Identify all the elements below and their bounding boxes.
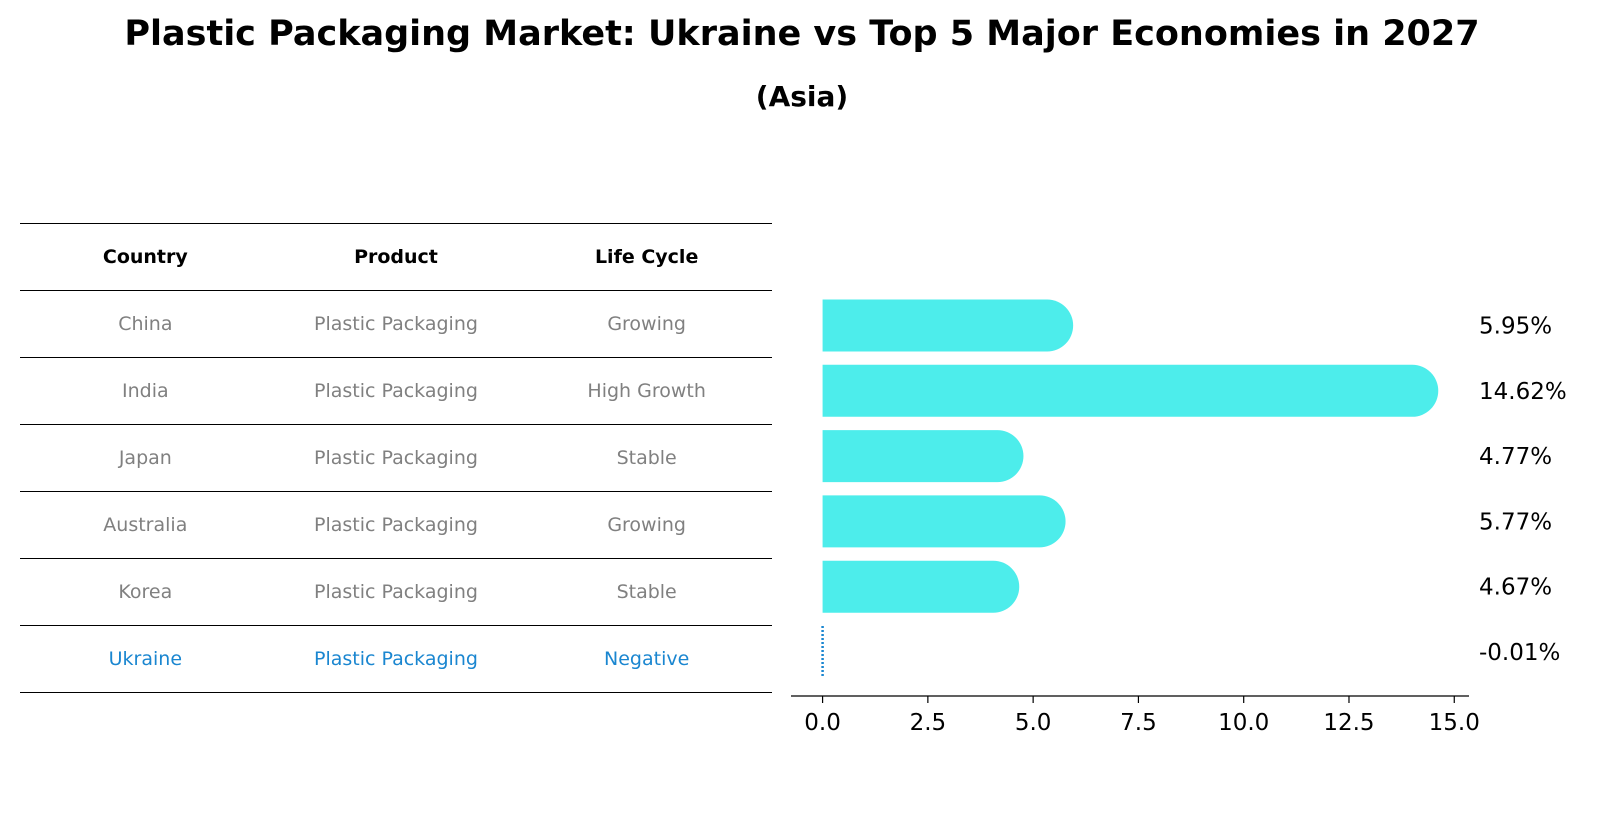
cell-product: Plastic Packaging (270, 290, 522, 358)
cell-life-cycle: Negative (521, 625, 772, 693)
chart-subtitle: (Asia) (755, 80, 849, 113)
value-label-china: 5.95% (1479, 314, 1552, 340)
table-row: China Plastic Packaging Growing (20, 290, 772, 358)
table-row: Korea Plastic Packaging Stable (20, 558, 772, 626)
cell-product: Plastic Packaging (270, 357, 522, 425)
cell-life-cycle: Growing (521, 491, 772, 559)
bar-korea (822, 560, 1020, 613)
cell-country: Australia (20, 491, 271, 559)
x-tick-label: 12.5 (1323, 710, 1374, 736)
table-row: Australia Plastic Packaging Growing (20, 491, 772, 559)
header-country: Country (20, 223, 271, 291)
value-label-australia: 5.77% (1479, 509, 1552, 535)
x-tick-label: 15.0 (1429, 710, 1480, 736)
table-row: India Plastic Packaging High Growth (20, 357, 772, 425)
cell-product: Plastic Packaging (270, 491, 522, 559)
value-label-japan: 4.77% (1479, 444, 1552, 470)
bar-japan (822, 430, 1024, 483)
cell-country: Ukraine (20, 625, 271, 693)
table-header-row: Country Product Life Cycle (20, 223, 772, 291)
value-label-ukraine: -0.01% (1479, 640, 1560, 666)
value-label-korea: 4.67% (1479, 575, 1552, 601)
cell-life-cycle: Stable (521, 558, 772, 626)
cell-country: Japan (20, 424, 271, 492)
x-tick-label: 7.5 (1120, 710, 1157, 736)
cell-country: China (20, 290, 271, 358)
table-row: Japan Plastic Packaging Stable (20, 424, 772, 492)
x-tick-label: 10.0 (1218, 710, 1269, 736)
cell-product: Plastic Packaging (270, 625, 522, 693)
header-product: Product (270, 223, 522, 291)
x-tick-label: 2.5 (910, 710, 947, 736)
x-tick-label: 0.0 (804, 710, 841, 736)
cell-life-cycle: Growing (521, 290, 772, 358)
value-label-india: 14.62% (1479, 379, 1567, 405)
bar-australia (822, 495, 1066, 548)
cell-country: India (20, 357, 271, 425)
country-table: Country Product Life Cycle China Plastic… (20, 223, 772, 693)
cell-product: Plastic Packaging (270, 424, 522, 492)
chart-title: Plastic Packaging Market: Ukraine vs Top… (124, 14, 1480, 54)
cell-country: Korea (20, 558, 271, 626)
cell-life-cycle: Stable (521, 424, 772, 492)
table-row-highlight: Ukraine Plastic Packaging Negative (20, 625, 772, 693)
bar-china (822, 299, 1074, 352)
x-tick-label: 5.0 (1015, 710, 1052, 736)
cell-life-cycle: High Growth (521, 357, 772, 425)
bar-india (822, 364, 1439, 417)
header-life-cycle: Life Cycle (521, 223, 772, 291)
